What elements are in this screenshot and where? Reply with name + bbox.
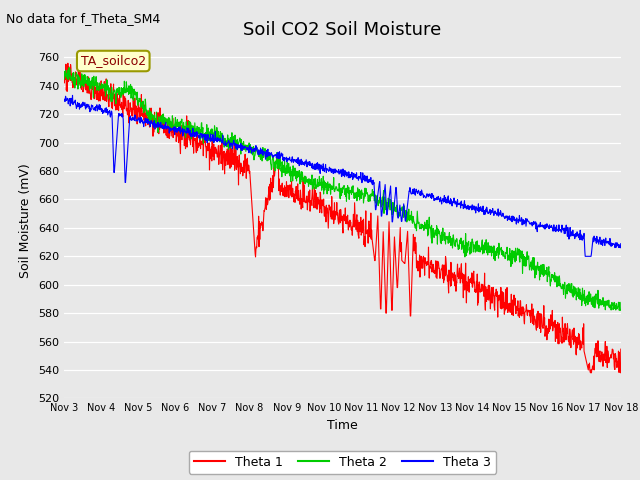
Theta 2 <box>60 74 68 80</box>
Theta 3 <box>68 93 76 98</box>
Theta 3 <box>617 240 625 246</box>
Theta 3 <box>502 213 509 219</box>
Text: TA_soilco2: TA_soilco2 <box>81 55 146 68</box>
Legend: Theta 1, Theta 2, Theta 3: Theta 1, Theta 2, Theta 3 <box>189 451 496 474</box>
Theta 1 <box>246 180 254 186</box>
Line: Theta 2: Theta 2 <box>64 68 621 310</box>
Title: Soil CO2 Soil Moisture: Soil CO2 Soil Moisture <box>243 21 442 39</box>
Theta 2 <box>65 65 73 71</box>
Line: Theta 1: Theta 1 <box>64 63 621 373</box>
Theta 2 <box>184 125 192 131</box>
Theta 3 <box>551 226 559 232</box>
Theta 1 <box>617 346 625 352</box>
Theta 1 <box>502 287 509 292</box>
Theta 3 <box>581 253 589 259</box>
Theta 1 <box>429 262 437 267</box>
Theta 1 <box>60 78 68 84</box>
X-axis label: Time: Time <box>327 419 358 432</box>
Theta 2 <box>616 307 623 313</box>
Theta 3 <box>246 147 254 153</box>
Theta 1 <box>64 60 72 66</box>
Theta 2 <box>502 250 509 255</box>
Text: No data for f_Theta_SM4: No data for f_Theta_SM4 <box>6 12 161 25</box>
Theta 1 <box>551 317 559 323</box>
Theta 3 <box>429 194 437 200</box>
Theta 3 <box>184 128 192 134</box>
Y-axis label: Soil Moisture (mV): Soil Moisture (mV) <box>19 163 33 278</box>
Theta 1 <box>184 118 192 123</box>
Theta 1 <box>171 131 179 136</box>
Theta 2 <box>551 279 559 285</box>
Theta 2 <box>171 122 179 128</box>
Theta 2 <box>617 307 625 313</box>
Line: Theta 3: Theta 3 <box>64 96 621 256</box>
Theta 1 <box>587 370 595 376</box>
Theta 3 <box>60 97 68 103</box>
Theta 2 <box>246 144 254 150</box>
Theta 3 <box>171 132 179 138</box>
Theta 2 <box>429 226 437 231</box>
